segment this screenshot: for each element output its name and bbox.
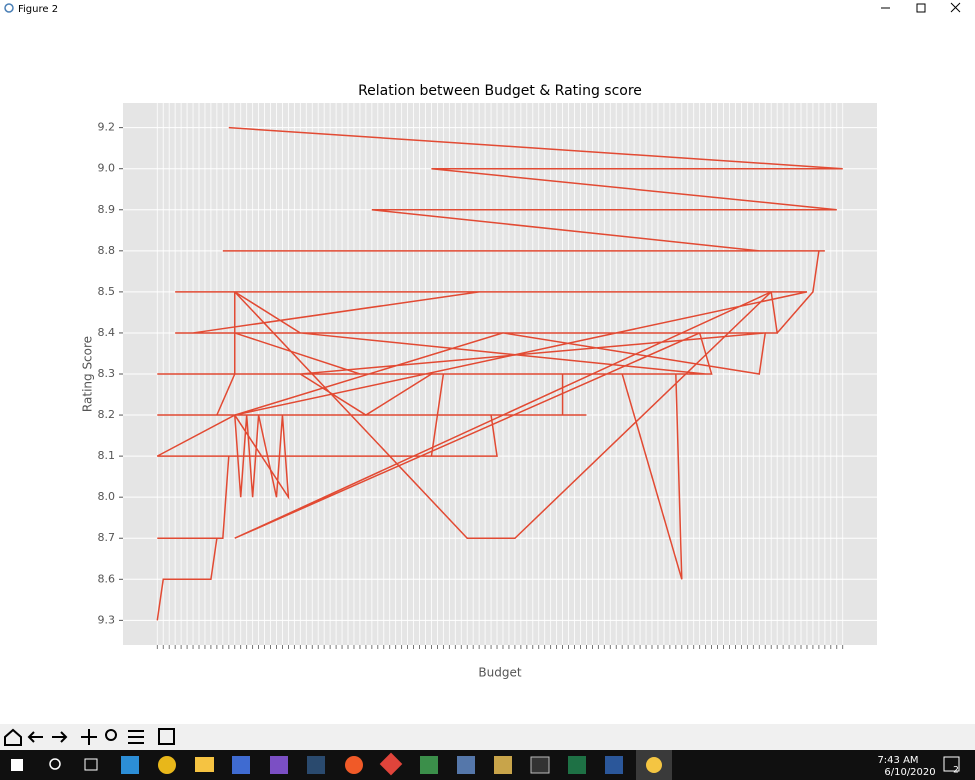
back-button[interactable] [27, 731, 43, 743]
clock-time: 7:43 AM [877, 755, 918, 766]
y-tick-label: 8.8 [98, 244, 116, 257]
y-tick-label: 8.1 [98, 449, 116, 462]
app-icon-7[interactable] [345, 756, 363, 774]
clock-date: 6/10/2020 [884, 767, 935, 778]
y-tick-label: 8.9 [98, 203, 116, 216]
y-tick-label: 8.3 [98, 367, 116, 380]
python-icon[interactable] [646, 757, 662, 773]
y-tick-label: 8.0 [98, 490, 116, 503]
restore-button[interactable] [916, 3, 926, 13]
taskbar-icons: 7:43 AM 6/10/2020 2 [11, 750, 960, 780]
task-view-button[interactable] [84, 758, 98, 771]
chart-title: Relation between Budget & Rating score [358, 83, 642, 99]
y-tick-label: 8.4 [98, 326, 116, 339]
git-icon[interactable] [379, 752, 403, 776]
zoom-button[interactable] [105, 729, 117, 741]
chrome-icon[interactable] [158, 756, 176, 774]
y-tick-label: 9.3 [98, 613, 116, 626]
y-axis-label: Rating Score [81, 336, 95, 412]
visual-studio-icon[interactable] [270, 756, 288, 774]
y-tick-label: 9.0 [98, 162, 116, 175]
y-tick-label: 8.7 [98, 531, 116, 544]
notification-count: 2 [953, 766, 959, 776]
y-tick-label: 8.5 [98, 285, 116, 298]
y-tick-label: 8.2 [98, 408, 116, 421]
close-button[interactable] [950, 2, 961, 13]
app-icon [4, 3, 14, 13]
start-button[interactable] [11, 759, 23, 771]
app-icon-10[interactable] [457, 756, 475, 774]
pan-button[interactable] [81, 729, 97, 745]
configure-button[interactable] [128, 730, 144, 744]
x-axis-label: Budget [478, 666, 521, 680]
explorer-icon[interactable] [195, 757, 214, 772]
app-icon-9[interactable] [420, 756, 438, 774]
word-icon[interactable] [605, 756, 623, 774]
save-button[interactable] [158, 728, 175, 745]
vscode-icon[interactable] [121, 756, 139, 774]
search-button[interactable] [49, 758, 61, 770]
y-tick-label: 8.6 [98, 572, 116, 585]
y-tick-label: 9.2 [98, 121, 116, 134]
app-icon-4[interactable] [232, 756, 250, 774]
app-icon-11[interactable] [494, 756, 512, 774]
taskbar [0, 750, 975, 780]
terminal-icon[interactable] [530, 756, 550, 774]
home-button[interactable] [4, 728, 22, 746]
plot: 9.3 8.6 8.7 8.0 8.1 8.2 8.3 8.4 8.5 8.8 8.9 9.0 9.2 [98, 103, 877, 649]
toolbar-icons [4, 728, 175, 746]
data-line [156, 126, 843, 621]
app-icon-6[interactable] [307, 756, 325, 774]
forward-button[interactable] [52, 731, 68, 743]
notification-button[interactable] [943, 756, 960, 772]
excel-icon[interactable] [568, 756, 586, 774]
window-title: Figure 2 [18, 4, 58, 15]
toolbar [0, 724, 975, 750]
